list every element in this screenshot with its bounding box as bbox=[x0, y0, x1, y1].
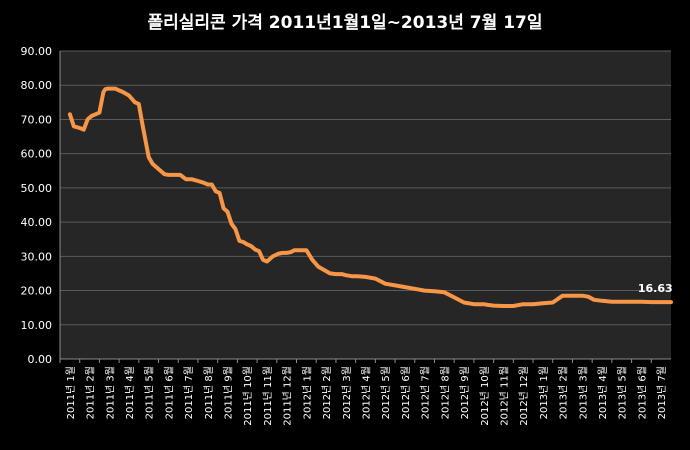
x-tick-label: 2012년 7월 bbox=[420, 366, 432, 419]
x-tick-label: 2012년 9월 bbox=[459, 366, 471, 419]
y-tick-label: 70.00 bbox=[21, 113, 53, 126]
x-tick-label: 2012년 8월 bbox=[439, 366, 451, 419]
x-tick-label: 2013년 7월 bbox=[656, 366, 668, 419]
chart-title: 폴리실리콘 가격 2011년1월1일~2013년 7월 17일 bbox=[147, 13, 543, 33]
x-tick-label: 2011년 7월 bbox=[183, 366, 195, 419]
y-tick-label: 90.00 bbox=[21, 45, 53, 58]
x-tick-label: 2012년 1월 bbox=[301, 366, 313, 419]
x-tick-label: 2012년 4월 bbox=[361, 366, 373, 419]
x-tick-label: 2012년 10월 bbox=[479, 366, 491, 426]
x-tick-label: 2012년 2월 bbox=[321, 366, 333, 419]
x-tick-label: 2013년 4월 bbox=[597, 366, 609, 419]
x-tick-label: 2011년 8월 bbox=[203, 366, 215, 419]
x-tick-label: 2012년 5월 bbox=[380, 366, 392, 419]
x-tick-label: 2011년 3월 bbox=[104, 366, 116, 419]
y-tick-label: 40.00 bbox=[21, 216, 53, 229]
x-tick-label: 2011년 2월 bbox=[85, 366, 97, 419]
y-tick-label: 80.00 bbox=[21, 79, 53, 92]
x-tick-label: 2012년 12월 bbox=[518, 366, 530, 426]
x-tick-label: 2011년 5월 bbox=[144, 366, 156, 419]
x-tick-label: 2012년 11월 bbox=[498, 366, 510, 426]
x-tick-label: 2012년 6월 bbox=[400, 366, 412, 419]
plot-area bbox=[60, 51, 671, 359]
x-tick-label: 2011년 9월 bbox=[223, 366, 235, 419]
x-tick-label: 2011년 11월 bbox=[262, 366, 274, 426]
x-tick-label: 2011년 10월 bbox=[242, 366, 254, 426]
x-tick-label: 2012년 3월 bbox=[341, 366, 353, 419]
y-tick-label: 60.00 bbox=[21, 148, 53, 161]
series-line bbox=[67, 86, 673, 308]
x-tick-label: 2011년 12월 bbox=[282, 366, 294, 426]
x-tick-label: 2013년 3월 bbox=[577, 366, 589, 419]
x-tick-label: 2013년 5월 bbox=[617, 366, 629, 419]
y-tick-label: 10.00 bbox=[21, 319, 53, 332]
y-tick-label: 50.00 bbox=[21, 182, 53, 195]
x-tick-label: 2011년 6월 bbox=[163, 366, 175, 419]
x-tick-label: 2013년 6월 bbox=[636, 366, 648, 419]
x-tick-label: 2011년 4월 bbox=[124, 366, 136, 419]
data-label: 16.63 bbox=[638, 282, 673, 295]
y-tick-label: 0.00 bbox=[28, 353, 53, 366]
x-tick-label: 2011년 1월 bbox=[65, 366, 77, 419]
x-tick-label: 2013년 2월 bbox=[558, 366, 570, 419]
y-tick-label: 20.00 bbox=[21, 285, 53, 298]
x-tick-label: 2013년 1월 bbox=[538, 366, 550, 419]
y-tick-label: 30.00 bbox=[21, 250, 53, 263]
